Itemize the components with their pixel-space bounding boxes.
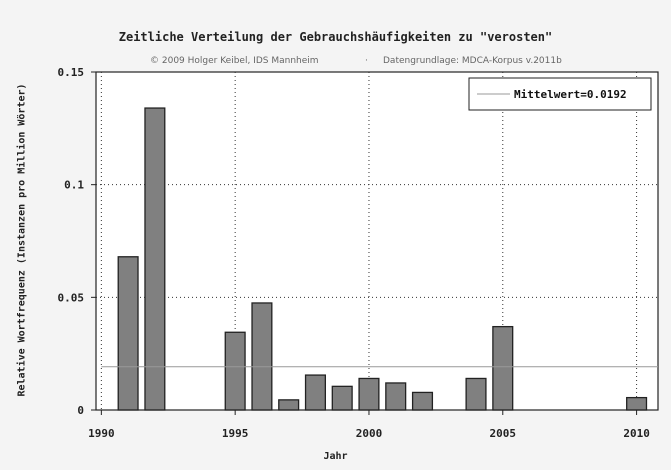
y-tick-label: 0.05 <box>58 291 85 304</box>
y-tick-label: 0.15 <box>58 66 85 79</box>
legend: Mittelwert=0.0192 <box>468 77 652 111</box>
bar-1996 <box>251 302 273 411</box>
bar-2001 <box>385 382 407 411</box>
chart-credit: © 2009 Holger Keibel, IDS Mannheim <box>150 56 319 66</box>
bar-2005 <box>492 325 514 411</box>
axes: 1990 1995 2000 2005 2010 0 0.05 0.1 0.15 <box>58 66 650 440</box>
bar-2004 <box>465 377 487 411</box>
x-tick-label: 2000 <box>356 427 383 440</box>
x-axis-label: Jahr <box>323 451 348 462</box>
plot-area <box>95 71 659 411</box>
chart-title: Zeitliche Verteilung der Gebrauchshäufig… <box>118 30 553 44</box>
credit-separator: · <box>365 56 368 66</box>
x-tick-label: 1995 <box>222 427 249 440</box>
y-tick-label: 0.1 <box>64 179 84 192</box>
grid-lines <box>96 72 658 410</box>
legend-label: Mittelwert=0.0192 <box>514 88 627 101</box>
x-tick-label: 1990 <box>88 427 115 440</box>
x-tick-label: 2005 <box>490 427 517 440</box>
bar-1992 <box>144 107 166 411</box>
chart-source: Datengrundlage: MDCA-Korpus v.2011b <box>383 56 562 66</box>
y-tick-label: 0 <box>77 404 84 417</box>
bar-2002 <box>411 391 434 411</box>
bar-1995 <box>224 331 246 411</box>
bar-series <box>117 107 648 411</box>
bar-1998 <box>304 374 326 411</box>
bar-1999 <box>331 385 353 411</box>
x-tick-label: 2010 <box>623 427 650 440</box>
bar-1997 <box>278 399 300 411</box>
bar-2000 <box>358 377 380 411</box>
bar-2010 <box>626 396 648 411</box>
bar-1991 <box>117 256 139 411</box>
